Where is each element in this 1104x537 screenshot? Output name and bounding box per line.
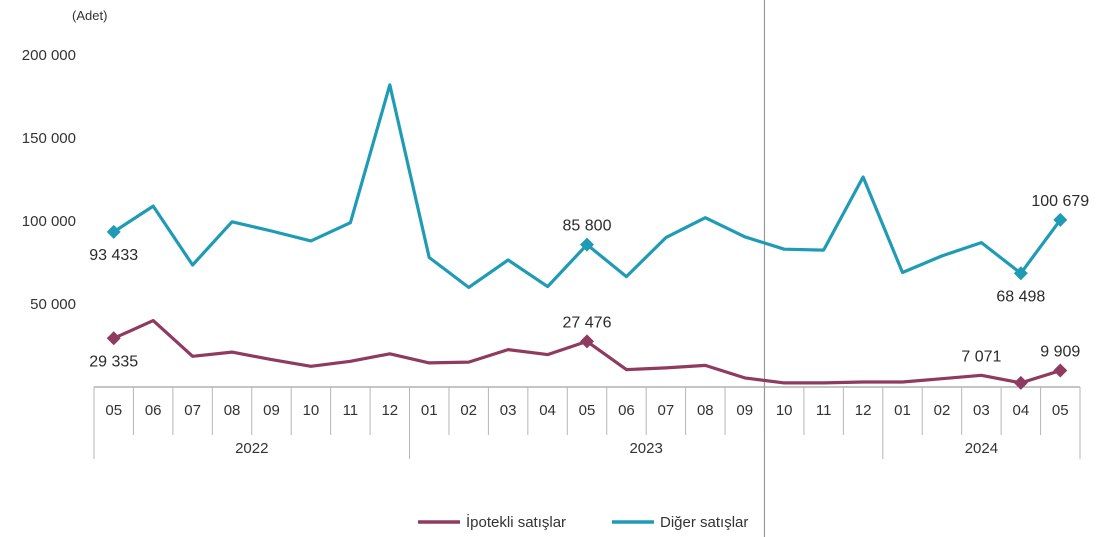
x-tick-label: 10 [303,402,320,419]
x-tick-label: 01 [894,402,911,419]
x-tick-label: 07 [184,402,201,419]
x-tick-label: 11 [816,402,832,419]
x-tick-label: 12 [381,402,398,419]
x-tick-label: 06 [145,402,162,419]
data-label: 9 909 [1040,344,1080,361]
y-tick-label: 100 000 [22,213,76,230]
data-label: 29 335 [89,353,138,370]
data-point-marker [580,237,594,252]
data-label: 100 679 [1031,193,1089,210]
x-tick-label: 05 [105,402,122,419]
x-tick-label: 05 [579,402,596,419]
legend-label: İpotekli satışlar [466,513,566,531]
data-point-marker [106,224,121,239]
series-layer [106,83,1068,390]
x-axis: 05 06 07 08 09 10 11 12 01 02 03 04 05 06 07 08 09 10 11 12… [93,0,1081,537]
x-tick-label: 07 [658,402,675,419]
x-tick-label: 08 [697,402,714,419]
data-label: 27 476 [563,314,612,331]
x-tick-label: 05 [1052,402,1069,419]
legend-label: Diğer satışlar [660,514,748,531]
data-point-marker [1013,375,1028,390]
data-point-marker [580,334,594,349]
data-point-marker [1053,212,1068,227]
x-tick-label: 11 [343,402,359,419]
data-labels: 29 335 27 476 7 071 9 909 93 433 85 800 68 498… [89,193,1089,370]
x-tick-label: 10 [776,402,793,419]
x-tick-label: 12 [855,402,872,419]
data-label: 68 498 [996,288,1045,305]
x-tick-label: 09 [263,402,280,419]
year-label: 2023 [629,440,662,457]
year-label: 2024 [965,440,998,457]
year-label: 2022 [235,440,268,457]
x-tick-label: 06 [618,402,635,419]
series-line [112,83,1062,289]
legend: İpotekli satışlar Diğer satışlar [418,513,748,531]
x-tick-label: 02 [460,402,477,419]
data-label: 7 071 [961,348,1001,365]
unit-label: (Adet) [72,8,107,23]
data-label: 85 800 [563,218,612,235]
y-tick-label: 200 000 [22,47,76,64]
y-tick-label: 150 000 [22,130,76,147]
x-tick-label: 08 [224,402,241,419]
x-tick-label: 09 [736,402,753,419]
x-tick-label: 03 [500,402,517,419]
x-tick-label: 03 [973,402,990,419]
data-point-marker [1013,266,1028,281]
x-tick-label: 01 [421,402,438,419]
x-tick-label: 04 [539,402,556,419]
y-tick-label: 50 000 [30,296,76,313]
data-point-marker [106,331,121,346]
x-tick-label: 02 [934,402,951,419]
data-point-marker [1053,363,1068,378]
data-label: 93 433 [89,247,138,264]
x-tick-label: 04 [1012,402,1029,419]
y-axis: 200 000 150 000 100 000 50 000 [22,47,76,313]
